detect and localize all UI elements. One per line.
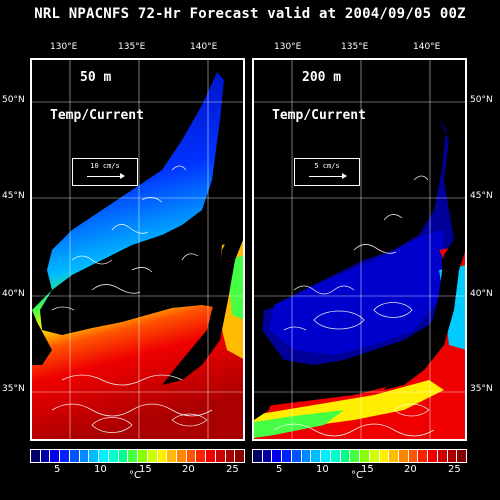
colorbar-swatch: [339, 450, 350, 462]
colorbar-swatch: [156, 450, 167, 462]
colorbar-swatch: [261, 450, 272, 462]
map-title: NRL NPACNFS 72-Hr Forecast valid at 2004…: [34, 6, 466, 22]
lat-label-40-left: 40°N: [2, 289, 25, 299]
reference-arrow-icon: [87, 173, 125, 179]
reference-arrow-label-50m: 10 cm/s: [90, 162, 120, 170]
colorbar-tick-15-left: 15: [139, 464, 152, 475]
colorbar-swatch: [456, 450, 467, 462]
colorbar-tick-5-left: 5: [54, 464, 61, 475]
reference-arrow-icon: [309, 173, 347, 179]
panel-field-label-200m: Temp/Current: [272, 108, 366, 123]
colorbar-swatch: [185, 450, 196, 462]
colorbar-swatch: [88, 450, 99, 462]
colorbar-swatch: [137, 450, 147, 462]
lon-label-135-right: 135°E: [341, 42, 369, 52]
colorbar-swatch: [271, 450, 282, 462]
reference-arrow-box-50m: 10 cm/s: [72, 158, 138, 186]
colorbar-unit-right: °C: [351, 470, 363, 481]
colorbar-swatch: [49, 450, 60, 462]
colorbar-swatch: [176, 450, 186, 462]
lon-label-140-left: 140°E: [190, 42, 218, 52]
colorbar-swatch: [378, 450, 389, 462]
colorbar-unit-left: °C: [129, 470, 141, 481]
map-panel-50m: 50 m Temp/Current 10 cm/s: [30, 58, 245, 441]
colorbar-swatch: [127, 450, 138, 462]
colorbar-swatch: [349, 450, 360, 462]
colorbar-swatch: [234, 450, 245, 462]
colorbar-tick-5-right: 5: [276, 464, 283, 475]
panel-field-label-50m: Temp/Current: [50, 108, 144, 123]
colorbar-swatch: [59, 450, 69, 462]
colorbar-swatch: [166, 450, 177, 462]
colorbar-swatch: [39, 450, 50, 462]
colorbar-swatch: [427, 450, 437, 462]
colorbar-left: [30, 449, 245, 463]
colorbar-swatch: [388, 450, 399, 462]
lat-label-50-left: 50°N: [2, 95, 25, 105]
colorbar-tick-20-left: 20: [182, 464, 195, 475]
colorbar-swatch: [417, 450, 428, 462]
lat-label-35-left: 35°N: [2, 384, 25, 394]
colorbar-swatch: [214, 450, 225, 462]
reference-arrow-box-200m: 5 cm/s: [294, 158, 360, 186]
colorbar-tick-25-right: 25: [448, 464, 461, 475]
colorbar-swatch: [107, 450, 118, 462]
panel-depth-label-200m: 200 m: [302, 70, 342, 85]
colorbar-tick-10-right: 10: [316, 464, 329, 475]
colorbar-swatch: [31, 450, 40, 462]
colorbar-swatch: [98, 450, 108, 462]
colorbar-swatch: [281, 450, 291, 462]
lat-label-45-right: 45°N: [470, 191, 493, 201]
colorbar-swatch: [436, 450, 447, 462]
colorbar-swatch: [368, 450, 379, 462]
temperature-field-200m: [254, 60, 465, 439]
colorbar-right: [252, 449, 467, 463]
colorbar-swatch: [224, 450, 235, 462]
colorbar-swatch: [407, 450, 418, 462]
colorbar-swatch: [329, 450, 340, 462]
lon-label-130-right: 130°E: [274, 42, 302, 52]
colorbar-swatch: [68, 450, 79, 462]
map-panel-200m: 200 m Temp/Current 5 cm/s: [252, 58, 467, 441]
colorbar-swatch: [446, 450, 457, 462]
colorbar-swatch: [300, 450, 311, 462]
colorbar-tick-10-left: 10: [94, 464, 107, 475]
colorbar-swatch: [78, 450, 89, 462]
temperature-field-50m: [32, 60, 243, 439]
colorbar-swatch: [146, 450, 157, 462]
lon-label-130-left: 130°E: [50, 42, 78, 52]
panel-depth-label-50m: 50 m: [80, 70, 112, 85]
lat-label-50-right: 50°N: [470, 95, 493, 105]
colorbar-swatch: [253, 450, 262, 462]
lat-label-40-right: 40°N: [470, 289, 493, 299]
colorbar-swatch: [117, 450, 128, 462]
colorbar-swatch: [398, 450, 408, 462]
reference-arrow-label-200m: 5 cm/s: [314, 162, 340, 170]
colorbar-tick-15-right: 15: [361, 464, 374, 475]
colorbar-swatch: [310, 450, 321, 462]
colorbar-swatch: [320, 450, 330, 462]
colorbar-swatch: [195, 450, 206, 462]
colorbar-swatch: [359, 450, 369, 462]
lon-label-140-right: 140°E: [413, 42, 441, 52]
lon-label-135-left: 135°E: [118, 42, 146, 52]
colorbar-tick-25-left: 25: [226, 464, 239, 475]
colorbar-swatch: [205, 450, 215, 462]
lat-label-45-left: 45°N: [2, 191, 25, 201]
colorbar-tick-20-right: 20: [404, 464, 417, 475]
colorbar-swatch: [290, 450, 301, 462]
lat-label-35-right: 35°N: [470, 384, 493, 394]
